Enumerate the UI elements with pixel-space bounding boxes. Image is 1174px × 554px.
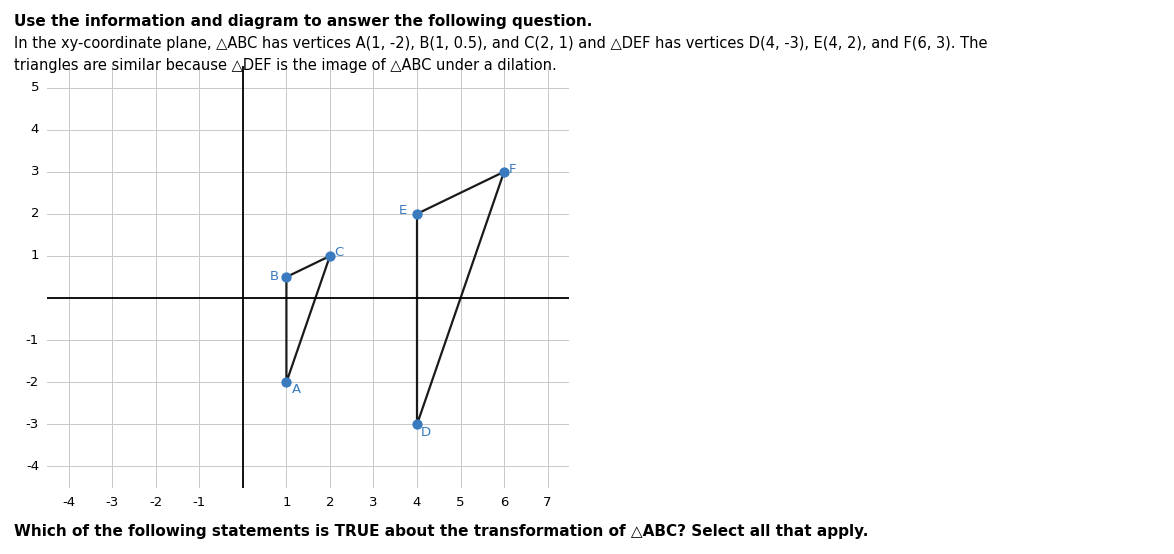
Text: 4: 4 [31, 123, 39, 136]
Point [277, 273, 296, 281]
Point [277, 378, 296, 387]
Text: F: F [508, 163, 515, 176]
Text: B: B [270, 270, 279, 283]
Text: 2: 2 [31, 207, 39, 220]
Text: E: E [399, 204, 407, 217]
Text: 4: 4 [413, 496, 421, 509]
Text: -2: -2 [149, 496, 162, 509]
Text: 1: 1 [282, 496, 291, 509]
Text: 3: 3 [370, 496, 378, 509]
Text: 7: 7 [544, 496, 552, 509]
Text: -3: -3 [26, 418, 39, 431]
Text: Which of the following statements is TRUE about the transformation of △ABC? Sele: Which of the following statements is TRU… [14, 524, 869, 538]
Point [494, 167, 513, 176]
Point [407, 209, 426, 218]
Text: -1: -1 [193, 496, 205, 509]
Text: 1: 1 [31, 249, 39, 263]
Text: 3: 3 [31, 165, 39, 178]
Text: A: A [292, 383, 302, 396]
Text: -4: -4 [26, 460, 39, 473]
Text: 5: 5 [31, 81, 39, 94]
Text: 2: 2 [325, 496, 335, 509]
Text: -1: -1 [26, 334, 39, 347]
Text: Use the information and diagram to answer the following question.: Use the information and diagram to answe… [14, 14, 593, 29]
Text: -4: -4 [62, 496, 75, 509]
Text: C: C [335, 246, 344, 259]
Text: triangles are similar because △DEF is the image of △ABC under a dilation.: triangles are similar because △DEF is th… [14, 58, 556, 73]
Text: In the xy-coordinate plane, △ABC has vertices A(1, -2), B(1, 0.5), and C(2, 1) a: In the xy-coordinate plane, △ABC has ver… [14, 36, 987, 51]
Point [321, 252, 339, 260]
Text: -3: -3 [106, 496, 119, 509]
Text: 6: 6 [500, 496, 508, 509]
Point [407, 420, 426, 429]
Text: 5: 5 [457, 496, 465, 509]
Text: -2: -2 [26, 376, 39, 389]
Text: D: D [420, 426, 431, 439]
